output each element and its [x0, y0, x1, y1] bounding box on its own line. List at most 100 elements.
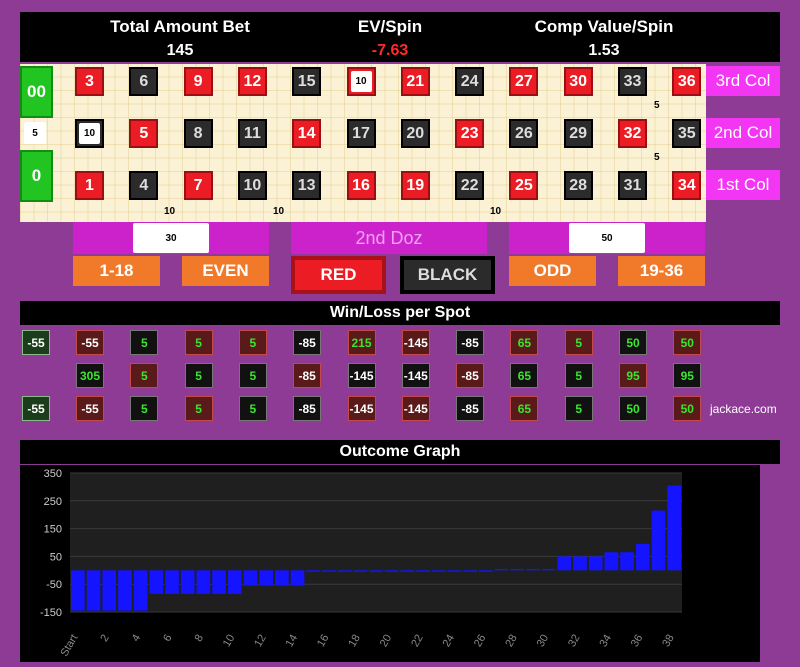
- number-spot[interactable]: 34: [672, 171, 702, 200]
- number-spot[interactable]: 24: [455, 67, 485, 96]
- number-spot[interactable]: 32: [618, 119, 647, 148]
- winloss-cell: 95: [619, 363, 647, 388]
- winloss-cell: -145: [347, 363, 376, 388]
- outcome-bar: [149, 570, 164, 594]
- number-spot[interactable]: 10: [237, 171, 267, 200]
- number-spot[interactable]: 26: [509, 119, 539, 148]
- comp-label: Comp Value/Spin: [534, 17, 674, 36]
- outcome-bar: [369, 570, 383, 572]
- number-spot[interactable]: 17: [346, 119, 376, 148]
- comp-value: 1.53: [588, 42, 620, 59]
- number-spot[interactable]: 1: [75, 171, 104, 200]
- street-chip[interactable]: 10: [490, 206, 502, 217]
- number-spot[interactable]: 29: [563, 119, 593, 148]
- number-spot[interactable]: 4: [129, 171, 159, 200]
- bet-black[interactable]: BLACK: [400, 256, 495, 294]
- number-spot[interactable]: 20: [400, 119, 430, 148]
- number-spot[interactable]: 36: [672, 67, 702, 96]
- outcome-bar: [337, 570, 352, 572]
- number-spot[interactable]: 31: [618, 171, 647, 200]
- number-spot[interactable]: 16: [346, 171, 376, 200]
- x-tick-label: 12: [252, 633, 269, 650]
- outcome-bar: [259, 570, 273, 586]
- column-bet-3rd[interactable]: 3rd Col: [706, 66, 780, 96]
- winloss-cell: 5: [238, 363, 267, 388]
- number-spot[interactable]: 8: [183, 119, 213, 148]
- winloss-cell: 5: [564, 363, 593, 388]
- x-tick-label: 32: [566, 633, 583, 650]
- outcome-bar: [275, 570, 289, 586]
- number-spot[interactable]: 7: [183, 171, 213, 200]
- winloss-cell: -55: [76, 330, 104, 355]
- number-spot[interactable]: 11: [237, 119, 267, 148]
- x-tick-label: 20: [378, 633, 395, 650]
- outcome-bar: [447, 570, 462, 572]
- x-tick-label: 18: [346, 633, 363, 650]
- bet-chip[interactable]: 10: [350, 71, 372, 92]
- number-spot[interactable]: 6: [129, 67, 159, 96]
- winloss-cell: 50: [619, 396, 647, 421]
- number-spot[interactable]: 14: [292, 119, 322, 148]
- number-spot[interactable]: 13: [292, 171, 322, 200]
- number-spot[interactable]: 28: [563, 171, 593, 200]
- bet-1-18[interactable]: 1-18: [73, 256, 160, 286]
- number-spot[interactable]: 21: [400, 67, 430, 96]
- number-spot[interactable]: 15: [292, 67, 322, 96]
- corner-chip[interactable]: 5: [654, 152, 660, 163]
- number-spot[interactable]: 19: [400, 171, 430, 200]
- winloss-cell: -85: [293, 330, 322, 355]
- number-spot[interactable]: 9: [183, 67, 213, 96]
- ev-label: EV/Spin: [357, 17, 423, 36]
- dozen-bet-1st[interactable]: 30: [73, 222, 269, 254]
- zero-split-chip[interactable]: 5: [24, 122, 46, 144]
- x-tick-label: 6: [161, 633, 174, 644]
- winloss-cell: -145: [401, 363, 430, 388]
- column-bet-2nd[interactable]: 2nd Col: [706, 118, 780, 148]
- number-spot[interactable]: 23: [455, 119, 485, 148]
- dozen-3-chip[interactable]: 50: [569, 223, 645, 253]
- winloss-title: Win/Loss per Spot: [20, 301, 780, 325]
- dozen-bet-2nd[interactable]: 2nd Doz: [291, 222, 487, 254]
- outcome-bar: [667, 485, 681, 571]
- dozen-bet-3rd[interactable]: 50: [509, 222, 705, 254]
- winloss-cell: 65: [510, 363, 539, 388]
- double-zero-spot[interactable]: 00: [20, 66, 53, 118]
- winloss-cell: -85: [456, 330, 485, 355]
- outcome-bar: [322, 570, 336, 572]
- outcome-bar: [510, 568, 525, 571]
- outcome-bar: [651, 510, 666, 571]
- number-spot[interactable]: 25: [509, 171, 539, 200]
- street-chip[interactable]: 10: [273, 206, 285, 217]
- number-spot[interactable]: 27: [509, 67, 539, 96]
- winloss-cell: 50: [619, 330, 647, 355]
- bet-chip[interactable]: 10: [79, 123, 100, 144]
- bet-even[interactable]: EVEN: [182, 256, 269, 286]
- number-spot[interactable]: 12: [237, 67, 267, 96]
- number-spot[interactable]: 30: [563, 67, 593, 96]
- winloss-cell: 65: [510, 396, 539, 421]
- number-spot[interactable]: 10: [75, 119, 104, 148]
- x-tick-label: 10: [221, 633, 238, 650]
- winloss-cell: 5: [130, 396, 159, 421]
- number-spot[interactable]: 33: [618, 67, 647, 96]
- total-bet-value: 145: [166, 42, 194, 59]
- street-chip[interactable]: 10: [164, 206, 176, 217]
- outcome-bar: [71, 570, 85, 611]
- zero-spot[interactable]: 0: [20, 150, 53, 202]
- outcome-bar: [86, 570, 101, 611]
- number-spot[interactable]: 5: [129, 119, 159, 148]
- winloss-cell: 5: [238, 396, 267, 421]
- number-spot[interactable]: 3: [75, 67, 104, 96]
- bet-odd[interactable]: ODD: [509, 256, 596, 286]
- bet-red[interactable]: RED: [291, 256, 386, 294]
- bet-19-36[interactable]: 19-36: [618, 256, 705, 286]
- number-spot[interactable]: 22: [455, 171, 485, 200]
- winloss-cell: 305: [76, 363, 104, 388]
- corner-chip[interactable]: 5: [654, 100, 660, 111]
- number-spot[interactable]: 35: [672, 119, 702, 148]
- column-bet-1st[interactable]: 1st Col: [706, 170, 780, 200]
- x-tick-label: 26: [472, 633, 489, 650]
- y-tick-label: 350: [44, 468, 62, 480]
- dozen-1-chip[interactable]: 30: [133, 223, 209, 253]
- number-spot[interactable]: 10: [346, 67, 376, 96]
